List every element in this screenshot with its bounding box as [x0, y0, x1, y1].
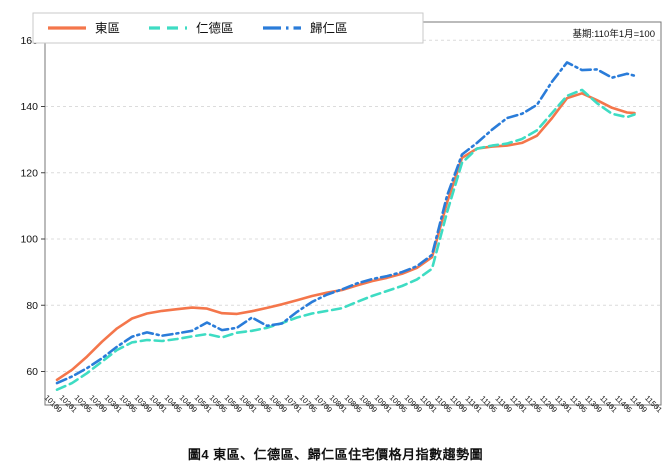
trend-line-chart: 6080100120140160101091020110205102091030… [20, 12, 664, 414]
plot-frame [44, 21, 662, 406]
series-line-rende [55, 88, 636, 391]
legend-box [32, 12, 424, 44]
legend-label-guiren: 歸仁區 [310, 22, 348, 36]
base-period-note: 基期:110年1月=100 [573, 28, 655, 40]
legend-label-rende: 仁德區 [196, 21, 234, 36]
y-tick-label: 100 [20, 234, 38, 246]
y-tick-label: 60 [26, 366, 38, 378]
series-line-east [55, 92, 636, 382]
legend-label-east: 東區 [95, 22, 120, 36]
series-line-guiren [55, 61, 636, 385]
y-tick-label: 120 [20, 167, 38, 179]
y-tick-label: 80 [26, 300, 38, 312]
y-tick-label: 140 [20, 101, 38, 113]
chart-caption: 圖4 東區、仁德區、歸仁區住宅價格月指數趨勢圖 [187, 447, 484, 462]
